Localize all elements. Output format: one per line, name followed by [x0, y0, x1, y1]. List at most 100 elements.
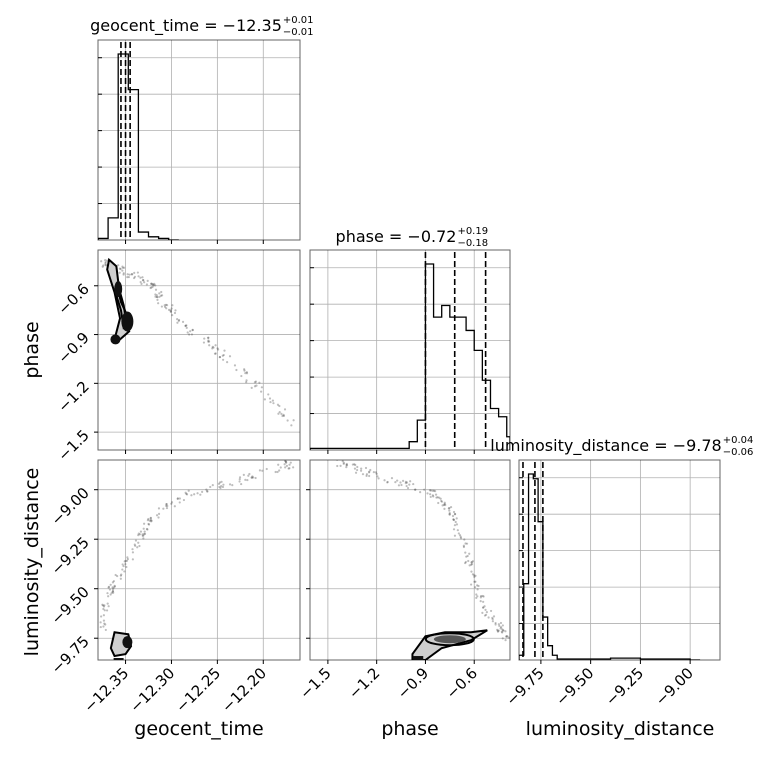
sample-point — [377, 477, 380, 480]
y-ticks — [310, 267, 314, 415]
sample-point — [99, 625, 102, 629]
sample-point — [101, 603, 104, 606]
sample-point — [482, 606, 485, 609]
sample-point — [401, 479, 405, 482]
sample-point — [368, 470, 371, 473]
sample-point — [118, 271, 121, 274]
sample-point — [354, 463, 357, 467]
sample-point — [106, 592, 109, 595]
sample-point — [217, 348, 220, 351]
sample-point — [356, 465, 359, 469]
sample-point — [386, 480, 389, 484]
sample-point — [285, 461, 288, 464]
y-tick-label: −9.25 — [48, 533, 93, 578]
title-lower-error: −0.01 — [283, 27, 314, 38]
sample-point — [244, 371, 247, 375]
sample-point — [462, 544, 465, 547]
sample-point — [497, 623, 501, 626]
sample-point — [458, 534, 462, 537]
sample-point — [277, 412, 280, 415]
sample-point — [452, 518, 456, 522]
sample-point — [470, 560, 473, 564]
sample-point — [353, 463, 356, 466]
sample-point — [150, 282, 153, 285]
sample-point — [125, 565, 128, 569]
sample-point — [372, 471, 375, 474]
sample-point — [448, 513, 451, 516]
sample-point — [476, 588, 479, 591]
sample-point — [470, 563, 473, 566]
sample-point — [133, 543, 136, 546]
sample-point — [149, 516, 152, 519]
sample-point — [469, 583, 473, 586]
sample-point — [170, 501, 174, 504]
sample-point — [238, 476, 242, 479]
y-tick-label: −0.6 — [54, 280, 92, 318]
sample-point — [130, 273, 133, 276]
sample-point — [457, 532, 460, 535]
sample-point — [111, 586, 114, 589]
sample-point — [483, 605, 486, 608]
sample-point — [228, 483, 232, 486]
sample-point — [292, 466, 295, 469]
hist-panel-luminosity_distance — [518, 459, 721, 661]
sample-point — [498, 624, 501, 628]
sample-point — [494, 623, 497, 626]
sample-point — [102, 264, 105, 267]
sample-point — [152, 284, 155, 287]
sample-point — [501, 628, 504, 631]
sample-point — [284, 466, 287, 469]
sample-point — [487, 616, 490, 619]
histogram-step-phase — [310, 263, 510, 450]
sample-point — [147, 517, 150, 521]
sample-point — [165, 304, 169, 307]
sample-point — [160, 290, 163, 294]
sample-point — [190, 494, 193, 497]
sample-point — [444, 503, 447, 507]
sample-point — [263, 398, 266, 401]
x-axis-ticks-geocent_time: −12.35−12.30−12.25−12.20 — [80, 660, 270, 716]
sample-point — [282, 414, 286, 417]
sample-point — [454, 520, 457, 524]
sample-point — [376, 475, 379, 478]
sample-point — [463, 538, 466, 541]
sample-point — [107, 586, 110, 589]
sample-point — [504, 630, 507, 633]
sample-point — [191, 328, 194, 331]
sample-point — [437, 501, 440, 505]
y-ticks — [519, 477, 523, 625]
sample-point — [278, 411, 281, 414]
sample-point — [99, 621, 102, 624]
sample-point — [173, 505, 176, 508]
sample-point — [429, 495, 432, 499]
sample-point — [406, 486, 410, 490]
sample-point — [473, 586, 477, 589]
sample-point — [419, 491, 422, 494]
sample-point — [209, 485, 212, 489]
density-peak — [121, 311, 134, 332]
gridlines-y — [98, 489, 300, 639]
sample-point — [245, 379, 248, 382]
sample-point — [356, 468, 359, 472]
x-axis-label-luminosity-distance: luminosity_distance — [526, 718, 715, 740]
sample-point — [353, 467, 357, 470]
x-tick-label: −0.6 — [443, 664, 481, 702]
sample-point — [174, 309, 177, 312]
gridlines-x — [327, 460, 475, 660]
sample-point — [242, 473, 245, 476]
sample-point — [122, 273, 125, 276]
sample-point — [250, 386, 253, 389]
sample-point — [453, 524, 457, 527]
y-ticks — [98, 57, 102, 205]
x-tick-label: −9.25 — [602, 664, 647, 709]
sample-point — [468, 552, 471, 555]
sample-point — [171, 314, 174, 317]
sample-point — [137, 275, 140, 278]
sample-point — [184, 491, 187, 494]
sample-point — [481, 611, 484, 614]
sample-point — [252, 476, 255, 479]
sample-point — [451, 514, 455, 518]
sample-point — [245, 371, 248, 374]
sample-point — [201, 490, 204, 493]
axes-frame — [97, 459, 301, 661]
